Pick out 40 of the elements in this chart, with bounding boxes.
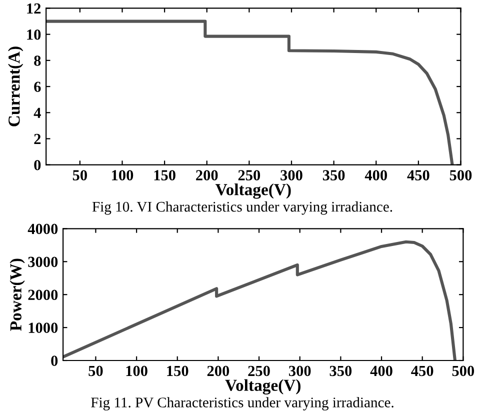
x-tick-label: 350 [330,366,352,376]
x-tick-label: 300 [288,366,311,376]
x-tick-label: 500 [452,366,474,376]
x-tick-label: 450 [411,366,434,376]
y-tick-label: 2 [34,134,41,144]
x-tick-label: 300 [280,170,302,180]
y-tick-label: 0 [51,356,58,366]
caption: Fig 10. VI Characteristics under varying irradiance. [92,201,392,215]
x-tick-label: 100 [112,170,134,180]
x-tick-label: 150 [167,366,188,376]
y-tick-label: 10 [27,29,41,40]
x-tick-label: 200 [196,170,218,180]
x-tick-label: 100 [126,366,148,376]
y-axis-title: Power(W) [10,258,25,331]
x-tick-label: 50 [72,170,87,180]
x-tick-label: 400 [370,366,392,376]
x-axis-title: Voltage(V) [215,184,291,199]
x-tick-label: 450 [407,170,430,180]
x-axis-title: Voltage(V) [225,379,300,394]
x-tick-label: 200 [207,366,230,376]
x-tick-label: 400 [364,170,387,180]
y-tick-label: 4 [34,108,41,118]
y-tick-label: 2000 [28,290,58,300]
y-axis-title: Current(A) [8,46,24,126]
y-tick-label: 3000 [28,256,58,268]
y-tick-label: 0 [34,160,41,170]
x-tick-label: 250 [248,366,270,376]
y-tick-label: 8 [34,56,41,66]
x-tick-label: 150 [154,170,176,180]
x-tick-label: 500 [450,170,472,180]
x-tick-label: 250 [238,170,260,180]
caption: Fig 11. PV Characteristics under varying irradiance. [91,397,394,410]
line-series [63,240,457,360]
y-tick-label: 1000 [28,322,58,333]
y-tick-label: 12 [27,3,41,14]
y-tick-label: 4000 [28,224,58,234]
x-tick-label: 350 [322,170,345,180]
line-series [46,20,454,165]
y-tick-label: 6 [34,82,41,92]
x-tick-label: 50 [88,366,103,376]
